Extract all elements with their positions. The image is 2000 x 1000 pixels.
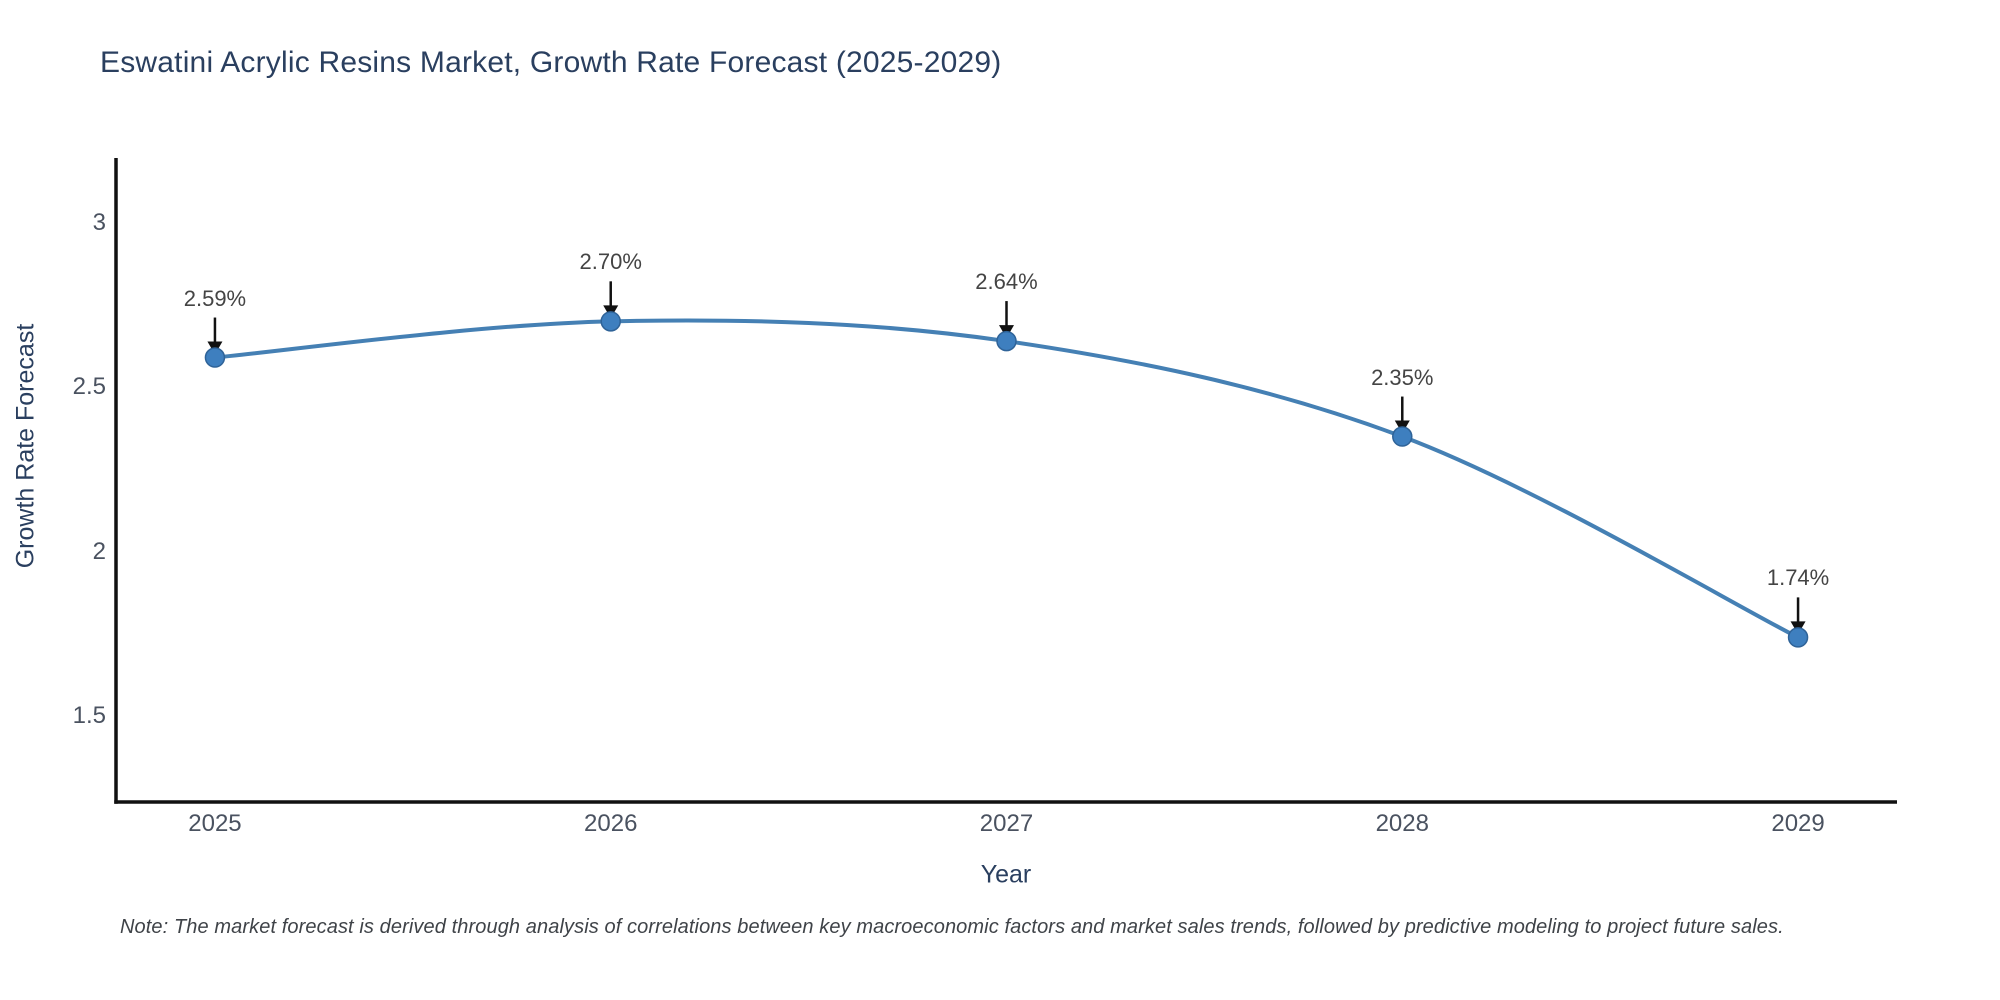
footnote: Note: The market forecast is derived thr…	[120, 916, 1784, 938]
data-point-label: 2.70%	[579, 249, 642, 275]
data-point-label: 2.35%	[1371, 364, 1434, 390]
x-tick-label: 2025	[188, 810, 242, 837]
x-axis-title: Year	[980, 860, 1032, 889]
y-tick-label: 2.5	[72, 373, 106, 401]
x-tick-label: 2028	[1375, 810, 1429, 837]
x-tick-label: 2027	[979, 810, 1034, 837]
data-point-marker[interactable]	[1392, 426, 1413, 447]
x-tick-label: 2029	[1771, 810, 1825, 837]
line-series	[212, 318, 1801, 640]
data-point-marker[interactable]	[600, 311, 621, 332]
x-tick-label: 2026	[584, 810, 638, 837]
y-tick-label: 1.5	[72, 702, 106, 730]
data-point-marker[interactable]	[996, 330, 1017, 352]
chart-title: Eswatini Acrylic Resins Market, Growth R…	[100, 46, 1002, 79]
y-tick-label: 3	[92, 208, 106, 236]
data-point-marker[interactable]	[204, 347, 226, 368]
data-point-label: 2.64%	[975, 269, 1038, 295]
y-tick-label: 2	[92, 537, 106, 565]
data-point-label: 1.74%	[1766, 565, 1830, 591]
data-point-marker[interactable]	[1787, 627, 1809, 648]
data-point-label: 2.59%	[183, 285, 247, 311]
